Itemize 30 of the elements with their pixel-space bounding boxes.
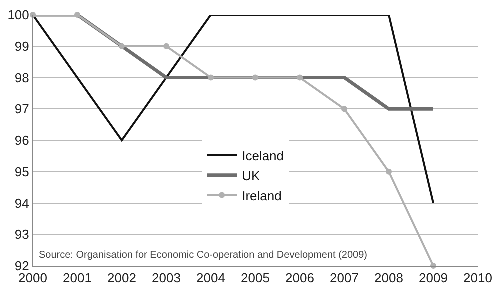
x-tick-label: 2002 (108, 270, 136, 286)
point (164, 43, 170, 50)
point (74, 12, 80, 18)
point (208, 74, 214, 81)
annotation: Source: Organisation for Economic Co-operation and Development (2009) (39, 250, 368, 261)
y-tick-label: 97 (14, 102, 30, 117)
y-tick-label: 98 (14, 70, 30, 86)
point (119, 43, 125, 50)
point (386, 168, 392, 175)
x-tick-label: 2008 (374, 270, 404, 286)
y-tick-label: 96 (14, 133, 30, 148)
y-tick-label: 95 (14, 164, 30, 180)
x-tick-label: 2005 (241, 270, 270, 286)
point (297, 74, 303, 81)
y-tick-label: 94 (14, 196, 30, 211)
point (342, 106, 348, 112)
x-tick-label: 2004 (196, 270, 226, 286)
legend-label: Ireland (242, 188, 282, 204)
x-tick-label: 2009 (419, 270, 448, 286)
y-tick-label: 99 (14, 38, 30, 54)
x-tick-label: 2001 (63, 270, 92, 286)
x-tick-label: 2006 (286, 270, 314, 286)
x-tick-label: 2007 (330, 270, 359, 286)
legend-label: Iceland (242, 148, 284, 164)
point (252, 74, 258, 81)
x-tick-label: 2010 (464, 270, 492, 286)
y-tick-label: 93 (14, 227, 30, 242)
y-tick-label: 100 (8, 8, 30, 23)
x-tick-label: 2003 (152, 270, 181, 286)
legend-label: UK (242, 168, 260, 184)
